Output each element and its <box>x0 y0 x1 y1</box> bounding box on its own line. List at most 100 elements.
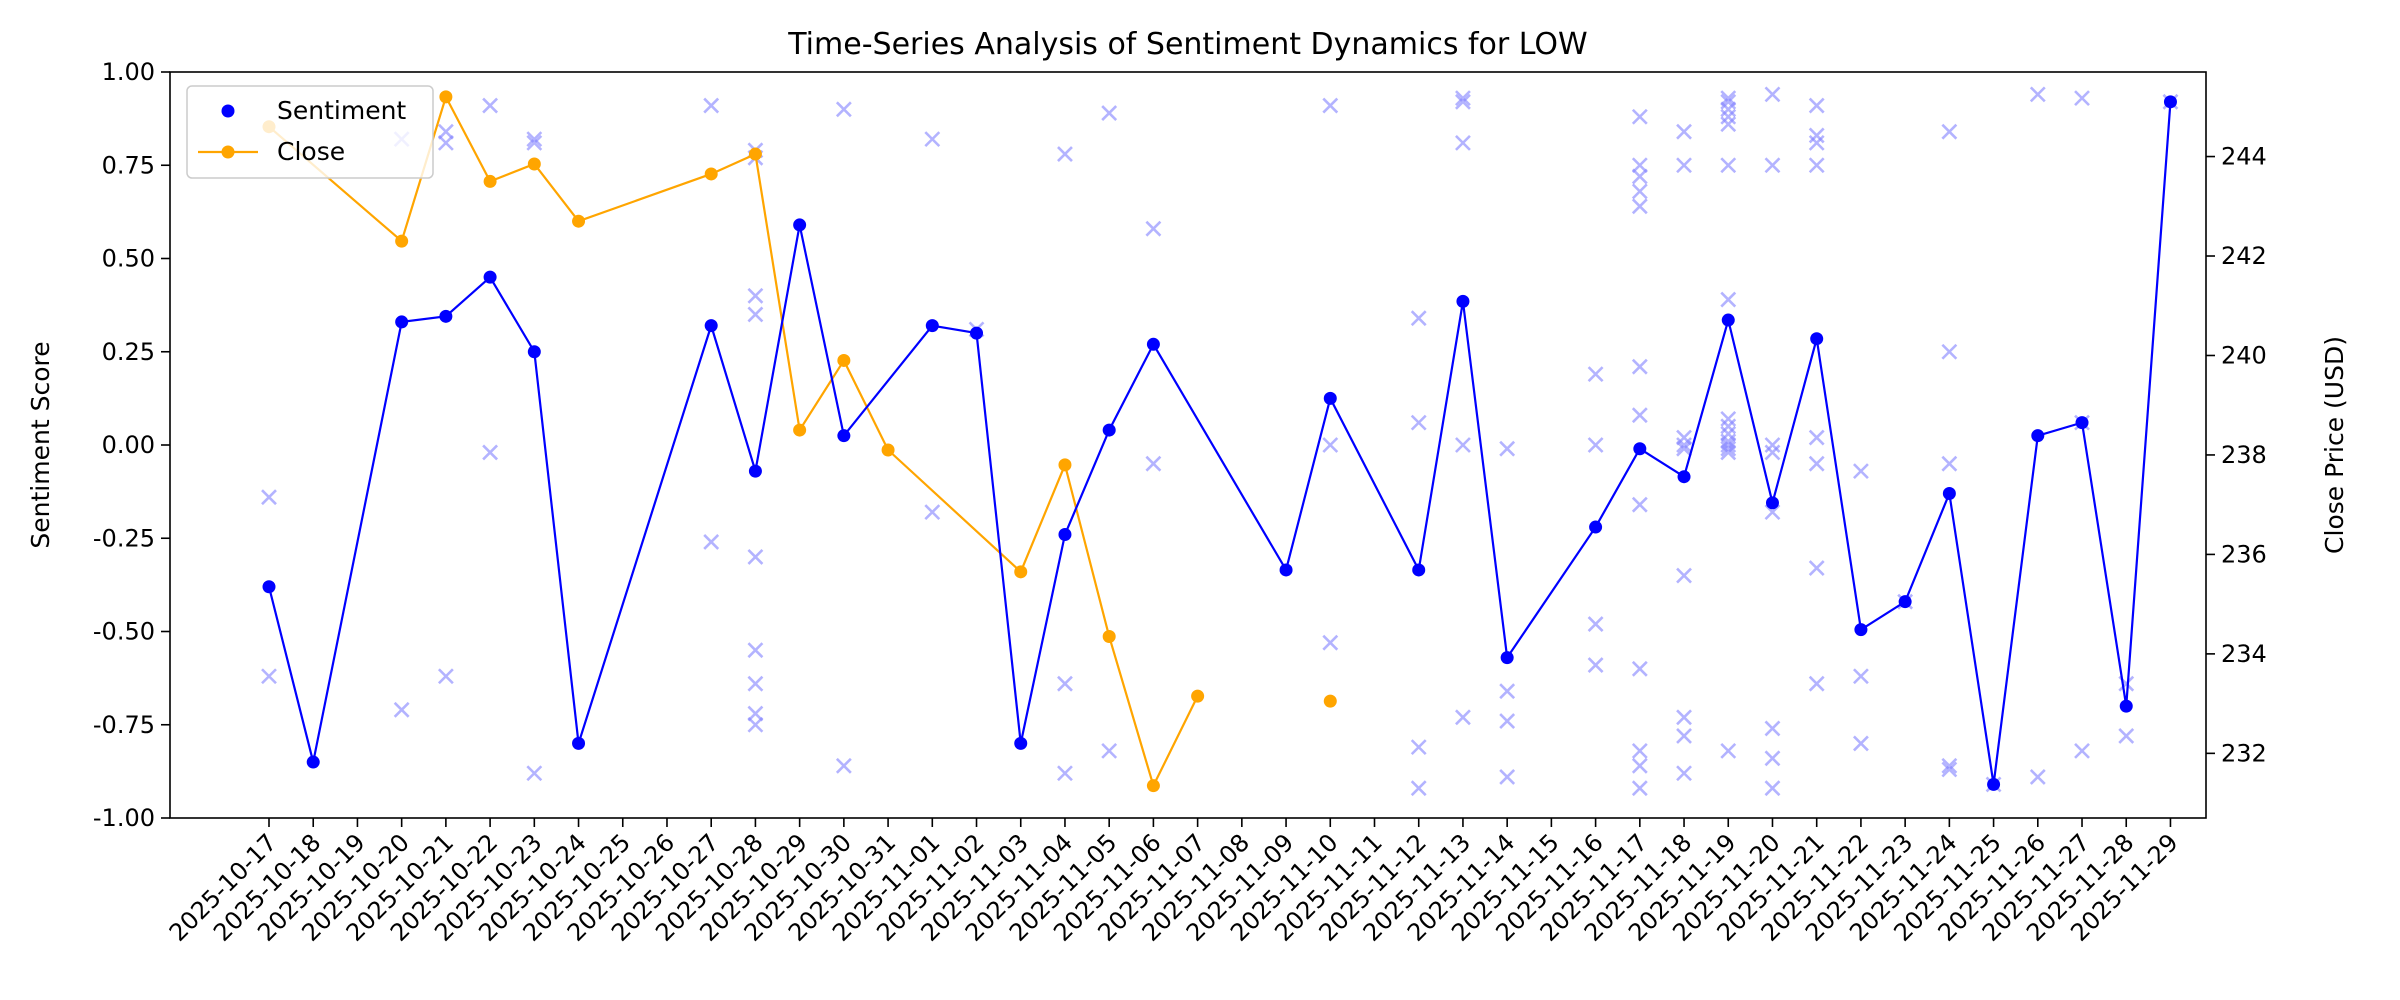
raw-sentiment-marker-114 <box>1941 757 1958 774</box>
raw-sentiment-marker-65 <box>1631 757 1648 774</box>
raw-sentiment-marker-52 <box>1587 437 1604 453</box>
raw-sentiment-marker-50 <box>1499 769 1516 785</box>
sentiment-point-2025-11-27 <box>2075 416 2089 430</box>
raw-sentiment-marker-112 <box>1941 343 1958 360</box>
raw-sentiment-markers <box>261 86 2179 797</box>
raw-sentiment-marker-66 <box>1631 780 1648 797</box>
raw-sentiment-marker-111 <box>1941 123 1958 140</box>
sentiment-point-2025-11-01 <box>925 319 939 333</box>
raw-sentiment-marker-21 <box>747 705 764 722</box>
sentiment-point-2025-11-09 <box>1279 563 1293 577</box>
right-y-tick-label: 244 <box>2221 143 2267 171</box>
raw-sentiment-marker-42 <box>1455 90 1471 107</box>
sentiment-point-2025-10-24 <box>572 736 586 750</box>
raw-sentiment-marker-6 <box>437 668 454 685</box>
legend-sentiment-label: Sentiment <box>277 96 406 125</box>
sentiment-point-2025-10-17 <box>262 580 276 594</box>
left-y-axis: -1.00 -0.75 -0.50 -0.25 0.00 0.25 0.50 0.75 1.00 <box>93 58 170 832</box>
raw-sentiment-marker-12 <box>703 97 720 114</box>
close-line-segment-0 <box>268 93 1199 789</box>
raw-sentiment-marker-75 <box>1676 765 1692 782</box>
raw-sentiment-marker-98 <box>1764 780 1781 797</box>
raw-sentiment-marker-59 <box>1631 198 1648 215</box>
raw-sentiment-marker-54 <box>1587 657 1604 673</box>
raw-sentiment-marker-8 <box>482 444 499 461</box>
sentiment-series <box>262 95 2177 791</box>
sentiment-point-2025-11-29 <box>2163 95 2177 109</box>
raw-sentiment-marker-69 <box>1676 429 1692 446</box>
raw-sentiment-marker-80 <box>1720 116 1737 133</box>
sentiment-point-2025-11-21 <box>1810 332 1824 346</box>
raw-sentiment-marker-40 <box>1410 739 1427 756</box>
raw-sentiment-marker-86 <box>1720 433 1737 450</box>
raw-sentiment-marker-72 <box>1676 567 1692 584</box>
raw-sentiment-marker-23 <box>835 101 852 118</box>
sentiment-point-2025-10-21 <box>439 309 453 323</box>
raw-sentiment-marker-7 <box>482 97 499 114</box>
left-y-axis-label: Sentiment Score <box>26 341 55 548</box>
raw-sentiment-marker-37 <box>1322 634 1339 651</box>
raw-sentiment-marker-118 <box>2029 769 2046 785</box>
raw-sentiment-marker-100 <box>1808 127 1825 144</box>
raw-sentiment-marker-101 <box>1808 134 1825 151</box>
raw-sentiment-marker-55 <box>1631 108 1648 125</box>
sentiment-point-2025-11-24 <box>1942 486 1956 500</box>
raw-sentiment-marker-63 <box>1631 660 1648 677</box>
raw-sentiment-marker-19 <box>747 642 764 659</box>
raw-sentiment-marker-91 <box>1764 86 1781 103</box>
right-y-tick-label: 232 <box>2221 739 2267 767</box>
raw-sentiment-marker-26 <box>924 504 941 521</box>
raw-sentiment-marker-68 <box>1676 157 1692 174</box>
raw-sentiment-marker-121 <box>2074 742 2090 759</box>
sentiment-point-2025-10-28 <box>748 464 762 478</box>
raw-sentiment-marker-30 <box>1057 765 1073 782</box>
raw-sentiment-marker-117 <box>2029 86 2046 103</box>
close-point-2025-11-10 <box>1323 694 1337 708</box>
raw-sentiment-marker-36 <box>1322 437 1339 453</box>
sentiment-point-2025-11-12 <box>1412 563 1426 577</box>
sentiment-point-2025-11-28 <box>2119 699 2133 713</box>
sentiment-point-2025-11-17 <box>1633 442 1647 456</box>
right-y-tick-label: 234 <box>2221 640 2267 668</box>
raw-sentiment-marker-115 <box>1941 761 1958 778</box>
close-point-2025-11-06 <box>1146 779 1160 793</box>
raw-sentiment-marker-109 <box>1853 735 1869 752</box>
raw-sentiment-marker-20 <box>747 675 764 692</box>
left-y-tick-label: 0.00 <box>102 431 155 459</box>
raw-sentiment-marker-35 <box>1322 97 1339 114</box>
left-y-tick-label: 0.50 <box>102 245 155 273</box>
raw-sentiment-marker-61 <box>1631 407 1648 424</box>
legend-close-label: Close <box>277 137 345 166</box>
raw-sentiment-marker-18 <box>747 548 764 565</box>
raw-sentiment-marker-71 <box>1676 440 1692 457</box>
raw-sentiment-marker-13 <box>703 534 720 550</box>
raw-sentiment-marker-73 <box>1676 709 1692 726</box>
raw-sentiment-marker-4 <box>437 123 454 140</box>
legend-item-sentiment: Sentiment <box>221 96 406 125</box>
left-y-tick-label: 1.00 <box>102 58 155 86</box>
raw-sentiment-marker-87 <box>1720 437 1737 453</box>
raw-sentiment-marker-32 <box>1101 742 1118 759</box>
plot-frame <box>169 71 2207 819</box>
raw-sentiment-marker-44 <box>1455 134 1471 151</box>
left-y-tick-label: 0.25 <box>102 338 155 366</box>
close-point-2025-10-28 <box>748 147 762 161</box>
sentiment-point-2025-11-13 <box>1456 294 1470 308</box>
sentiment-point-2025-10-29 <box>793 218 807 232</box>
raw-sentiment-marker-89 <box>1720 444 1737 461</box>
raw-sentiment-marker-25 <box>924 131 941 148</box>
raw-sentiment-marker-113 <box>1941 455 1958 472</box>
close-point-2025-10-24 <box>572 214 586 228</box>
sentiment-point-2025-11-14 <box>1500 651 1514 665</box>
close-point-2025-10-30 <box>837 353 851 367</box>
sentiment-point-2025-11-19 <box>1721 313 1735 327</box>
raw-sentiment-marker-16 <box>747 287 764 304</box>
raw-sentiment-marker-82 <box>1720 291 1737 308</box>
sentiment-point-2025-10-23 <box>527 345 541 359</box>
raw-sentiment-marker-67 <box>1676 123 1692 140</box>
close-point-2025-10-29 <box>793 423 807 437</box>
legend: Sentiment Close <box>186 85 434 179</box>
raw-sentiment-marker-77 <box>1720 93 1737 110</box>
close-series <box>262 90 1337 793</box>
